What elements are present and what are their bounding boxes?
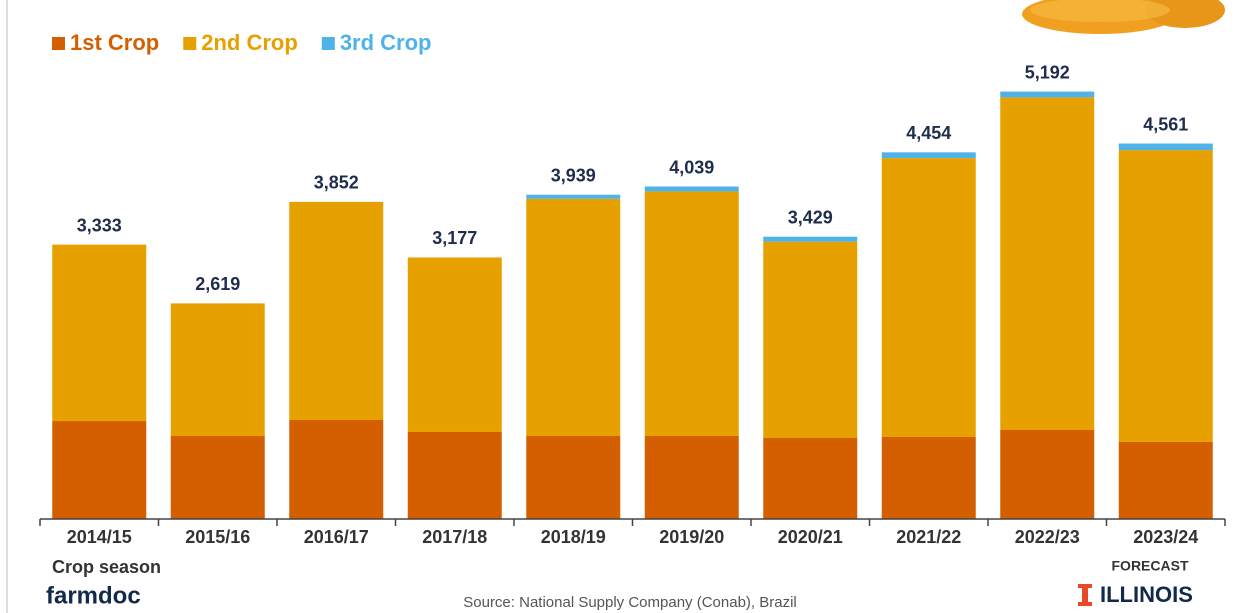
bar-segment xyxy=(763,242,857,438)
bar-segment xyxy=(645,191,739,436)
x-tick-label: 2020/21 xyxy=(778,527,843,547)
bar-segment xyxy=(171,303,265,436)
brand-illinois: ILLINOIS xyxy=(1100,582,1193,607)
bar-segment xyxy=(1119,144,1213,151)
total-label: 3,939 xyxy=(551,165,596,185)
bar-segment xyxy=(52,421,146,519)
x-tick-label: 2018/19 xyxy=(541,527,606,547)
x-tick-label: 2015/16 xyxy=(185,527,250,547)
bar-segment xyxy=(526,199,620,436)
x-tick-label: 2023/24 xyxy=(1133,527,1198,547)
bar-segment xyxy=(408,432,502,519)
bar-segment xyxy=(1119,442,1213,519)
legend-label: 2nd Crop xyxy=(201,30,298,55)
corn-image xyxy=(1022,0,1225,34)
legend-swatch xyxy=(52,37,65,50)
bar-segment xyxy=(171,436,265,519)
forecast-note: FORECAST xyxy=(1112,558,1189,574)
bar-segment xyxy=(526,195,620,199)
bar-segment xyxy=(763,438,857,519)
total-label: 3,429 xyxy=(788,207,833,227)
bar-segment xyxy=(526,436,620,519)
illinois-logo xyxy=(1078,584,1092,606)
total-label: 2,619 xyxy=(195,274,240,294)
bar-segment xyxy=(763,237,857,242)
total-label: 3,177 xyxy=(432,228,477,248)
bar-segment xyxy=(1000,97,1094,430)
legend-label: 1st Crop xyxy=(70,30,159,55)
total-label: 3,333 xyxy=(77,215,122,235)
bar-segment xyxy=(408,257,502,432)
chart: FORECAST Crop season farmdoc Source: Nat… xyxy=(0,0,1251,613)
bar-segment xyxy=(52,245,146,421)
legend-swatch xyxy=(322,37,335,50)
source-note: Source: National Supply Company (Conab),… xyxy=(463,594,797,611)
x-tick-label: 2021/22 xyxy=(896,527,961,547)
total-label: 3,852 xyxy=(314,173,359,193)
x-tick-label: 2014/15 xyxy=(67,527,132,547)
x-tick-label: 2016/17 xyxy=(304,527,369,547)
x-tick-label: 2019/20 xyxy=(659,527,724,547)
total-label: 4,039 xyxy=(669,157,714,177)
legend-swatch xyxy=(183,37,196,50)
bar-segment xyxy=(882,152,976,158)
total-label: 4,561 xyxy=(1143,114,1188,134)
x-axis-label: Crop season xyxy=(52,557,161,577)
bar-segment xyxy=(289,202,383,420)
x-tick-label: 2017/18 xyxy=(422,527,487,547)
brand-farmdoc: farmdoc xyxy=(46,582,141,609)
legend-label: 3rd Crop xyxy=(340,30,432,55)
bar-segment xyxy=(1000,92,1094,98)
bar-segment xyxy=(645,436,739,519)
bar-segment xyxy=(882,158,976,437)
total-label: 4,454 xyxy=(906,123,951,143)
bar-segment xyxy=(289,420,383,519)
x-tick-label: 2022/23 xyxy=(1015,527,1080,547)
bar-segment xyxy=(1000,430,1094,519)
bar-segment xyxy=(1119,150,1213,442)
total-label: 5,192 xyxy=(1025,62,1070,82)
bar-segment xyxy=(882,437,976,519)
bar-segment xyxy=(645,187,739,192)
